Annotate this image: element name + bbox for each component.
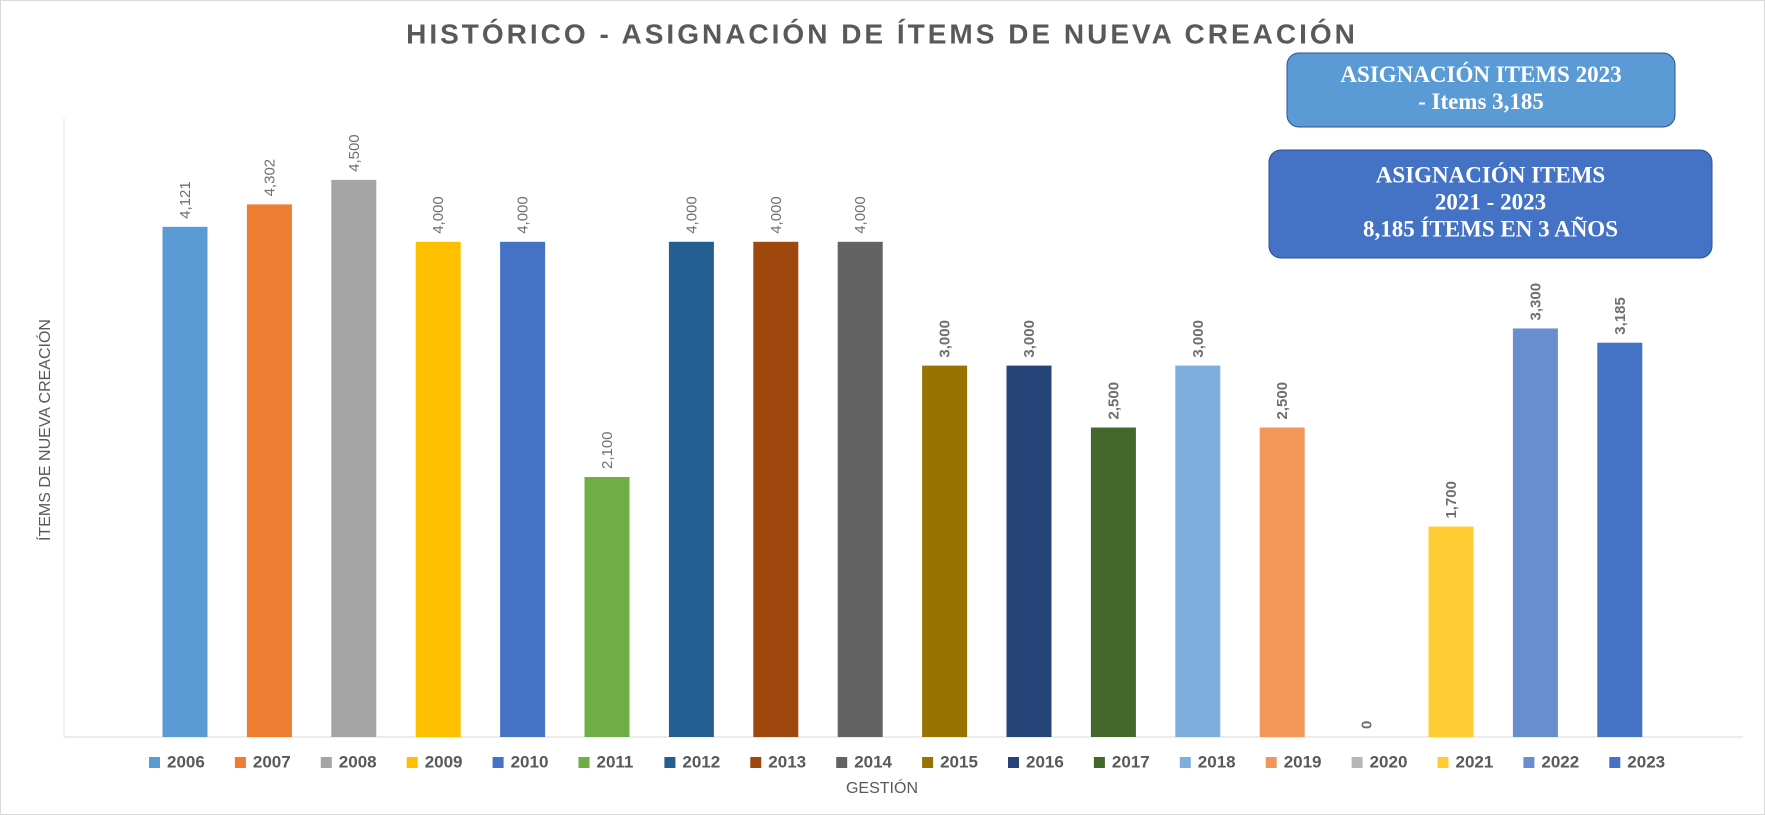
legend-label: 2017: [1112, 752, 1150, 771]
bar: [1175, 365, 1221, 737]
legend-swatch: [149, 757, 160, 768]
legend-swatch: [1609, 757, 1621, 768]
legend-label: 2018: [1198, 752, 1236, 771]
bar: [1597, 342, 1643, 737]
data-label: 4,121: [177, 181, 194, 219]
legend-label: 2013: [768, 752, 806, 771]
legend-label: 2016: [1026, 752, 1064, 771]
data-label: 4,500: [346, 134, 363, 172]
legend-label: 2006: [167, 752, 205, 771]
annotation-box: [1268, 149, 1713, 259]
legend-label: 2014: [854, 752, 892, 771]
bar: [1090, 427, 1136, 737]
legend-swatch: [1437, 757, 1449, 768]
bar: [1428, 526, 1474, 737]
legend-swatch: [1265, 757, 1277, 768]
legend-label: 2010: [511, 752, 549, 771]
legend-label: 2011: [597, 752, 634, 771]
legend-swatch: [922, 757, 934, 768]
data-label: 1,700: [1443, 481, 1460, 519]
legend-swatch: [578, 757, 590, 768]
bar: [753, 241, 799, 738]
bar: [922, 365, 968, 737]
legend-label: 2022: [1541, 752, 1579, 771]
legend-label: 2007: [253, 752, 291, 771]
data-label: 0: [1359, 721, 1376, 729]
data-label: 3,000: [937, 320, 954, 358]
data-label: 2,500: [1105, 382, 1122, 420]
bar: [1006, 365, 1052, 737]
annotation-box: [1286, 52, 1676, 128]
data-label: 4,000: [430, 196, 447, 234]
legend-swatch: [1093, 757, 1105, 768]
bar: [1512, 328, 1558, 737]
legend-label: 2015: [940, 752, 978, 771]
data-label: 4,000: [683, 196, 700, 234]
legend-label: 2008: [339, 752, 377, 771]
chart-title: HISTÓRICO - ASIGNACIÓN DE ÍTEMS DE NUEVA…: [406, 18, 1358, 49]
y-axis-label: ÍTEMS DE NUEVA CREACIÓN: [35, 319, 54, 541]
annotation-text: ASIGNACIÓN ITEMS: [1376, 161, 1605, 187]
data-label: 3,000: [1190, 320, 1207, 358]
bar: [837, 241, 883, 738]
annotation-text: - Items 3,185: [1418, 89, 1544, 114]
legend-label: 2019: [1284, 752, 1322, 771]
annotation-text: 2021 - 2023: [1435, 189, 1546, 214]
data-label: 2,100: [599, 431, 616, 469]
legend-label: 2020: [1370, 752, 1408, 771]
legend-swatch: [836, 757, 848, 768]
legend-swatch: [320, 757, 332, 768]
bar: [668, 241, 714, 738]
legend-swatch: [750, 757, 762, 768]
bar: [1259, 427, 1305, 737]
legend-swatch: [1523, 757, 1535, 768]
bar: [331, 179, 377, 737]
legend-label: 2012: [682, 752, 720, 771]
bar: [584, 477, 630, 737]
bar: [500, 241, 546, 738]
legend-swatch: [1008, 757, 1019, 768]
bar: [415, 241, 461, 738]
legend-swatch: [1179, 757, 1191, 768]
legend-swatch: [406, 757, 418, 768]
bar: [162, 226, 208, 738]
annotation-text: ASIGNACIÓN ITEMS 2023: [1340, 61, 1621, 87]
data-label: 4,000: [852, 196, 869, 234]
data-label: 4,000: [768, 196, 785, 234]
data-label: 4,302: [261, 159, 278, 197]
data-label: 2,500: [1274, 382, 1291, 420]
annotation-text: 8,185 ÍTEMS EN 3 AÑOS: [1363, 216, 1618, 241]
legend-swatch: [1351, 757, 1363, 768]
legend-swatch: [234, 757, 246, 768]
data-label: 3,185: [1612, 297, 1629, 335]
legend-label: 2021: [1456, 752, 1494, 771]
data-label: 4,000: [515, 196, 532, 234]
legend-label: 2023: [1627, 752, 1665, 771]
x-axis-label: GESTIÓN: [846, 778, 918, 797]
data-label: 3,000: [1021, 320, 1038, 358]
legend-swatch: [664, 757, 676, 768]
bar: [246, 204, 292, 737]
legend-swatch: [492, 757, 504, 768]
data-label: 3,300: [1527, 283, 1544, 321]
legend-label: 2009: [425, 752, 463, 771]
